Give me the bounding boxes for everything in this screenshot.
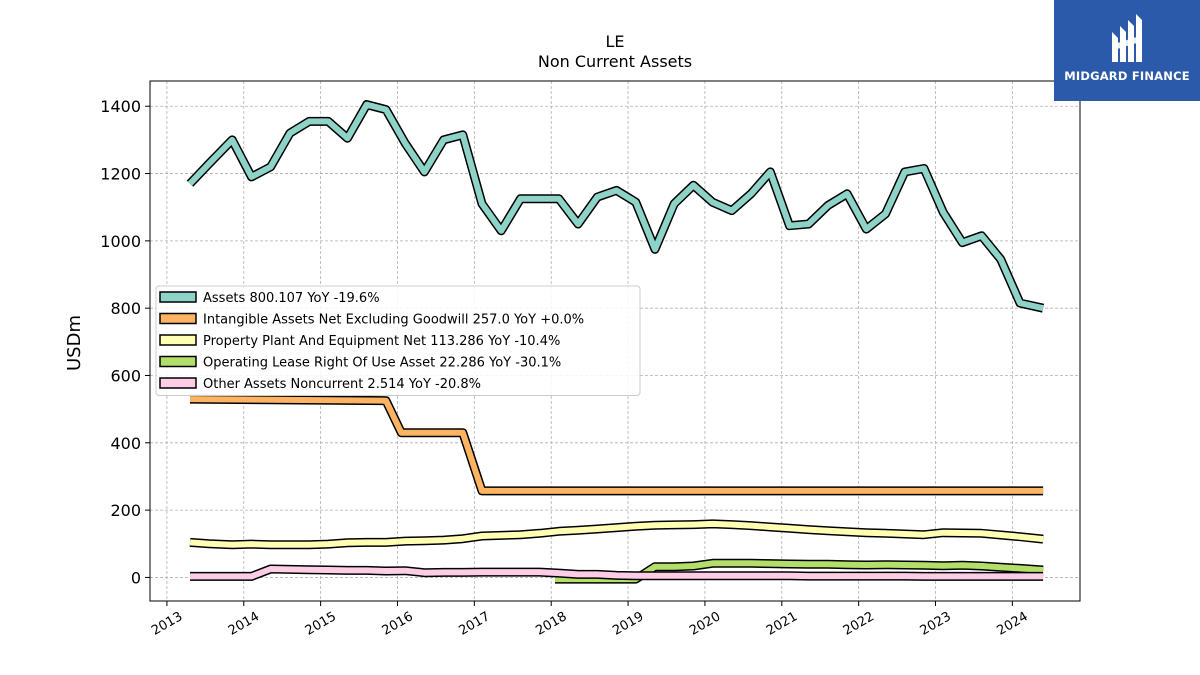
series-0 [186,100,1045,313]
y-tick-label: 600 [110,366,141,385]
y-tick-label: 800 [110,299,141,318]
x-tick-label: 2015 [303,609,339,639]
x-tick-label: 2023 [918,609,954,639]
series-line-outline [189,394,1044,496]
series-2 [189,519,1044,550]
series-1 [189,394,1044,496]
legend-swatch [159,377,197,389]
x-tick-label: 2013 [149,609,185,639]
chart-subtitle: Non Current Assets [537,52,693,71]
series-line [189,520,1044,548]
x-tick-label: 2024 [995,609,1031,639]
series-line [190,566,1044,580]
y-tick-label: 400 [110,434,141,453]
legend-entry: Operating Lease Right Of Use Asset 22.28… [203,356,561,371]
legend-swatch [159,334,197,346]
legend-entry: Intangible Assets Net Excluding Goodwill… [203,313,584,328]
series-line [187,101,1044,312]
legend-entry: Assets 800.107 YoY -19.6% [203,291,380,306]
series-4 [190,564,1044,581]
legend-swatch [159,291,197,303]
x-tick-label: 2021 [764,609,800,639]
legend: Assets 800.107 YoY -19.6% Intangible Asse… [155,285,641,396]
plot-frame [149,80,1081,602]
x-tick-label: 2018 [533,609,569,639]
series-line [189,396,1044,494]
y-tick-label: 1000 [100,232,141,251]
x-tick-label: 2019 [610,609,646,639]
y-tick-label: 0 [131,568,141,587]
x-tick-label: 2017 [457,609,493,639]
y-axis-label: USDm [64,315,85,371]
y-tick-label: 1200 [100,165,141,184]
legend-swatch [159,312,197,325]
brand-name: MIDGARD FINANCE [1064,69,1190,83]
x-tick-label: 2022 [841,609,877,639]
x-tick-label: 2014 [226,609,262,639]
series-line-outline [186,100,1045,313]
chart-title: LE [605,32,625,51]
series-lines [186,100,1045,584]
brand-logo: MIDGARD FINANCE [1054,0,1200,101]
legend-swatch [159,355,197,368]
y-tick-label: 1400 [100,97,141,116]
x-tick-label: 2016 [380,609,416,639]
legend-entry: Property Plant And Equipment Net 113.286… [203,334,560,349]
legend-entry: Other Assets Noncurrent 2.514 YoY -20.8% [203,377,481,392]
midgard-mark-icon [1112,14,1142,62]
y-tick-label: 200 [110,501,141,520]
legend-box [155,285,641,396]
x-tick-label: 2020 [687,609,723,639]
